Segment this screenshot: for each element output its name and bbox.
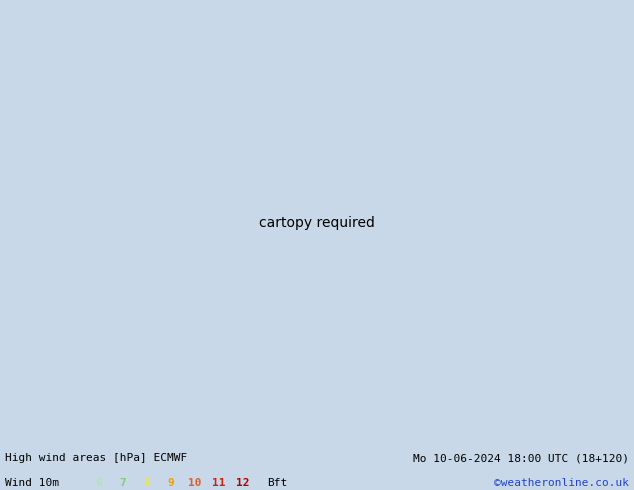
Text: 9: 9 <box>167 478 174 488</box>
Text: Bft: Bft <box>267 478 287 488</box>
Text: High wind areas [hPa] ECMWF: High wind areas [hPa] ECMWF <box>5 453 187 463</box>
Text: Mo 10-06-2024 18:00 UTC (18+120): Mo 10-06-2024 18:00 UTC (18+120) <box>413 453 629 463</box>
Text: 10: 10 <box>188 478 202 488</box>
Text: 8: 8 <box>143 478 150 488</box>
Text: cartopy required: cartopy required <box>259 216 375 230</box>
Text: 6: 6 <box>95 478 101 488</box>
Text: Wind 10m: Wind 10m <box>5 478 59 488</box>
Text: 7: 7 <box>119 478 126 488</box>
Text: ©weatheronline.co.uk: ©weatheronline.co.uk <box>494 478 629 488</box>
Text: 11: 11 <box>212 478 226 488</box>
Text: 12: 12 <box>236 478 250 488</box>
